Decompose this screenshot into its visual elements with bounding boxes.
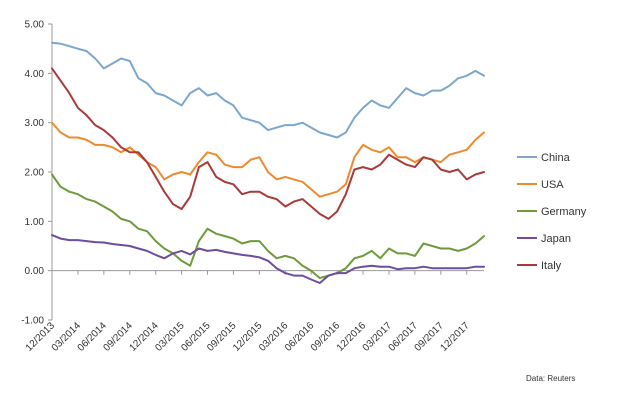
legend-item-china: China — [517, 152, 571, 164]
legend-item-usa: USA — [517, 179, 564, 191]
series-line-japan — [51, 234, 485, 284]
series-line-italy — [51, 67, 485, 220]
y-tick-label: 1.00 — [25, 217, 45, 228]
series-line-usa — [51, 121, 485, 198]
legend-label: USA — [541, 179, 564, 191]
series-line-china — [51, 41, 485, 139]
legend-item-japan: Japan — [517, 233, 571, 245]
legend: China USA Germany Japan Italy — [517, 152, 587, 272]
y-tick-label: 4.00 — [25, 69, 45, 80]
y-tick-label: 3.00 — [25, 118, 45, 129]
legend-item-italy: Italy — [517, 260, 562, 272]
y-tick-label: 0.00 — [25, 266, 45, 277]
y-axis: 5.00 4.00 3.00 2.00 1.00 0.00 -1.00 — [21, 20, 53, 327]
y-tick-label: 2.00 — [25, 168, 45, 179]
y-tick-label: 5.00 — [25, 20, 45, 31]
x-tick-label: 12/2017 — [438, 320, 472, 354]
series-layer — [51, 41, 485, 284]
legend-label: Japan — [541, 233, 571, 245]
legend-label: Italy — [541, 260, 562, 272]
y-tick-label: -1.00 — [21, 316, 44, 327]
x-axis: 12/201303/201406/201409/201412/201403/20… — [24, 270, 484, 354]
series-line-germany — [51, 173, 485, 280]
legend-item-germany: Germany — [517, 206, 587, 218]
legend-label: Germany — [541, 206, 587, 218]
legend-label: China — [541, 152, 571, 164]
source-note: Data: Reuters — [526, 374, 575, 383]
